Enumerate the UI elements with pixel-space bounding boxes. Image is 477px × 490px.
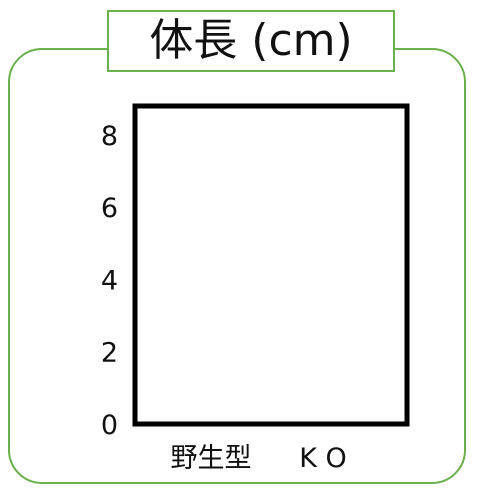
- x-category-label-0: 野生型: [171, 443, 252, 474]
- x-category-label-1: K O: [299, 443, 347, 474]
- chart-title-box: 体長 (cm): [107, 10, 395, 72]
- y-tick-label-4: 8: [101, 121, 118, 152]
- x-axis-categories: 野生型 K O: [171, 443, 347, 474]
- chart-title: 体長 (cm): [149, 15, 353, 66]
- y-tick-label-3: 6: [101, 193, 118, 224]
- plot-area: [132, 103, 410, 427]
- y-tick-label-2: 4: [101, 265, 118, 296]
- y-axis-ticks: 0 2 4 6 8: [101, 121, 118, 441]
- y-tick-label-1: 2: [101, 338, 118, 369]
- y-tick-label-0: 0: [101, 410, 118, 441]
